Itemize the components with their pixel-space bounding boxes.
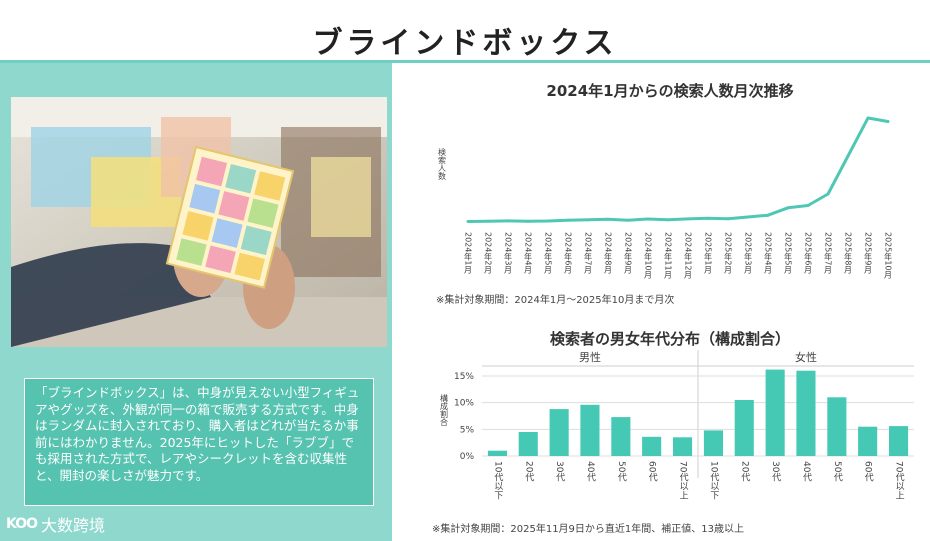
- bar: [611, 417, 631, 456]
- bar: [518, 432, 538, 456]
- photo-illustration: [11, 97, 387, 347]
- line-chart: 検索人数 2024年1月 2024年2月 2024年3月 2024年4月 2024年5月 2…: [438, 116, 893, 280]
- line-x-tick-label: 2024年9月: [624, 232, 633, 274]
- line-x-tick-label: 2025年5月: [784, 232, 793, 274]
- bar-y-tick-label: 0%: [460, 452, 475, 462]
- bar-x-tick-label: 60代: [647, 461, 658, 482]
- line-x-tick-label: 2025年6月: [804, 232, 813, 274]
- bar-x-tick-label: 40代: [801, 461, 812, 482]
- bar: [765, 369, 785, 456]
- line-x-tick-label: 2024年6月: [564, 232, 573, 274]
- line-point: [606, 217, 610, 221]
- line-point: [566, 218, 570, 222]
- line-point: [666, 218, 670, 222]
- watermark: KOO 大数跨境: [6, 512, 105, 536]
- bar: [549, 409, 569, 456]
- line-point: [886, 120, 890, 123]
- bar-x-tick-label: 40代: [585, 461, 596, 482]
- line-point: [626, 218, 630, 222]
- line-x-tick-label: 2024年8月: [604, 232, 613, 274]
- line-point: [766, 213, 770, 217]
- product-photo: [11, 97, 387, 347]
- line-point: [466, 220, 470, 224]
- line-x-tick-label: 2024年3月: [504, 232, 513, 274]
- line-point: [826, 192, 830, 196]
- line-point: [546, 219, 550, 223]
- page-title: ブラインドボックス: [312, 26, 618, 61]
- line-x-tick-label: 2025年8月: [844, 232, 853, 274]
- line-x-tick-label: 2025年7月: [824, 232, 833, 274]
- line-point: [506, 219, 510, 223]
- line-point: [646, 217, 650, 221]
- bar-x-tick-label: 70代以上: [678, 461, 689, 499]
- line-point: [866, 116, 870, 120]
- line-x-tick-label: 2025年4月: [764, 232, 773, 274]
- line-x-tick-label: 2024年1月: [464, 232, 473, 274]
- bar-y-tick-label: 5%: [460, 425, 475, 435]
- line-x-tick-label: 2025年2月: [724, 232, 733, 274]
- watermark-text: 大数跨境: [41, 516, 106, 535]
- bar: [673, 437, 693, 456]
- line-x-tick-label: 2025年10月: [884, 232, 893, 280]
- bar-x-tick-label: 70代以上: [894, 461, 905, 499]
- group-label: 男性: [579, 350, 601, 364]
- bar-chart: 構成割合 男性 女性 0% 5% 10% 15% 10代以下 20代 30代 40代 50代 60代 70…: [440, 350, 914, 500]
- line-point: [726, 217, 730, 221]
- line-point: [706, 216, 710, 220]
- line-x-tick-label: 2024年7月: [584, 232, 593, 274]
- bar-x-tick-label: 50代: [832, 461, 843, 482]
- bar-y-tick-label: 10%: [454, 399, 474, 409]
- bar: [734, 400, 754, 456]
- line-point: [806, 203, 810, 207]
- title-divider: [0, 60, 930, 63]
- bar-x-tick-label: 30代: [770, 461, 781, 482]
- bar: [703, 430, 723, 456]
- line-x-tick-label: 2025年3月: [744, 232, 753, 274]
- line-chart-ylabel: 検索人数: [438, 147, 447, 181]
- line-point: [526, 219, 530, 223]
- line-point: [846, 154, 850, 158]
- line-x-tick-label: 2024年5月: [544, 232, 553, 274]
- line-x-tick-label: 2024年11月: [664, 232, 673, 280]
- bar-x-tick-label: 10代以下: [708, 461, 719, 500]
- line-point: [486, 219, 490, 223]
- bar-x-tick-label: 10代以下: [492, 461, 503, 500]
- bar: [889, 426, 909, 456]
- line-x-tick-label: 2025年9月: [864, 232, 873, 274]
- bar-x-tick-label: 20代: [739, 461, 750, 482]
- bar: [487, 450, 507, 456]
- bar-x-tick-label: 50代: [616, 461, 627, 482]
- line-chart-note: ※集計対象期間：2024年1月～2025年10月まで月次: [436, 295, 675, 306]
- bar: [858, 426, 878, 456]
- watermark-logo-icon: KOO: [6, 516, 38, 532]
- bar: [796, 370, 816, 456]
- line-series: [467, 116, 889, 223]
- description-text: 「ブラインドボックス」は、中身が見えない小型フィギュアやグッズを、外観が同一の箱…: [35, 385, 360, 483]
- line-x-tick-label: 2024年10月: [644, 232, 653, 280]
- bar: [580, 404, 600, 456]
- bar-y-tick-label: 15%: [454, 372, 474, 382]
- bar-chart-note: ※集計対象期間：2025年11月9日から直近1年間、補正値、13歳以上: [432, 524, 745, 535]
- bar-x-tick-label: 20代: [523, 461, 534, 482]
- group-label: 女性: [795, 350, 817, 364]
- bar-x-tick-label: 30代: [554, 461, 565, 482]
- bar: [827, 397, 847, 456]
- description-box: 「ブラインドボックス」は、中身が見えない小型フィギュアやグッズを、外観が同一の箱…: [24, 378, 374, 506]
- bar-chart-title: 検索者の男女年代分布（構成割合）: [549, 330, 790, 348]
- line-point: [586, 218, 590, 222]
- line-point: [786, 206, 790, 210]
- line-chart-title: 2024年1月からの検索人数月次推移: [546, 82, 794, 100]
- line-x-tick-label: 2024年2月: [484, 232, 493, 274]
- line-x-tick-label: 2024年12月: [684, 232, 693, 280]
- line-x-tick-label: 2025年1月: [704, 232, 713, 274]
- line-point: [686, 217, 690, 221]
- line-point: [746, 215, 750, 219]
- bar-chart-ylabel: 構成割合: [440, 393, 449, 427]
- line-x-tick-label: 2024年4月: [524, 232, 533, 274]
- bar: [642, 436, 662, 456]
- bar-x-tick-label: 60代: [863, 461, 874, 482]
